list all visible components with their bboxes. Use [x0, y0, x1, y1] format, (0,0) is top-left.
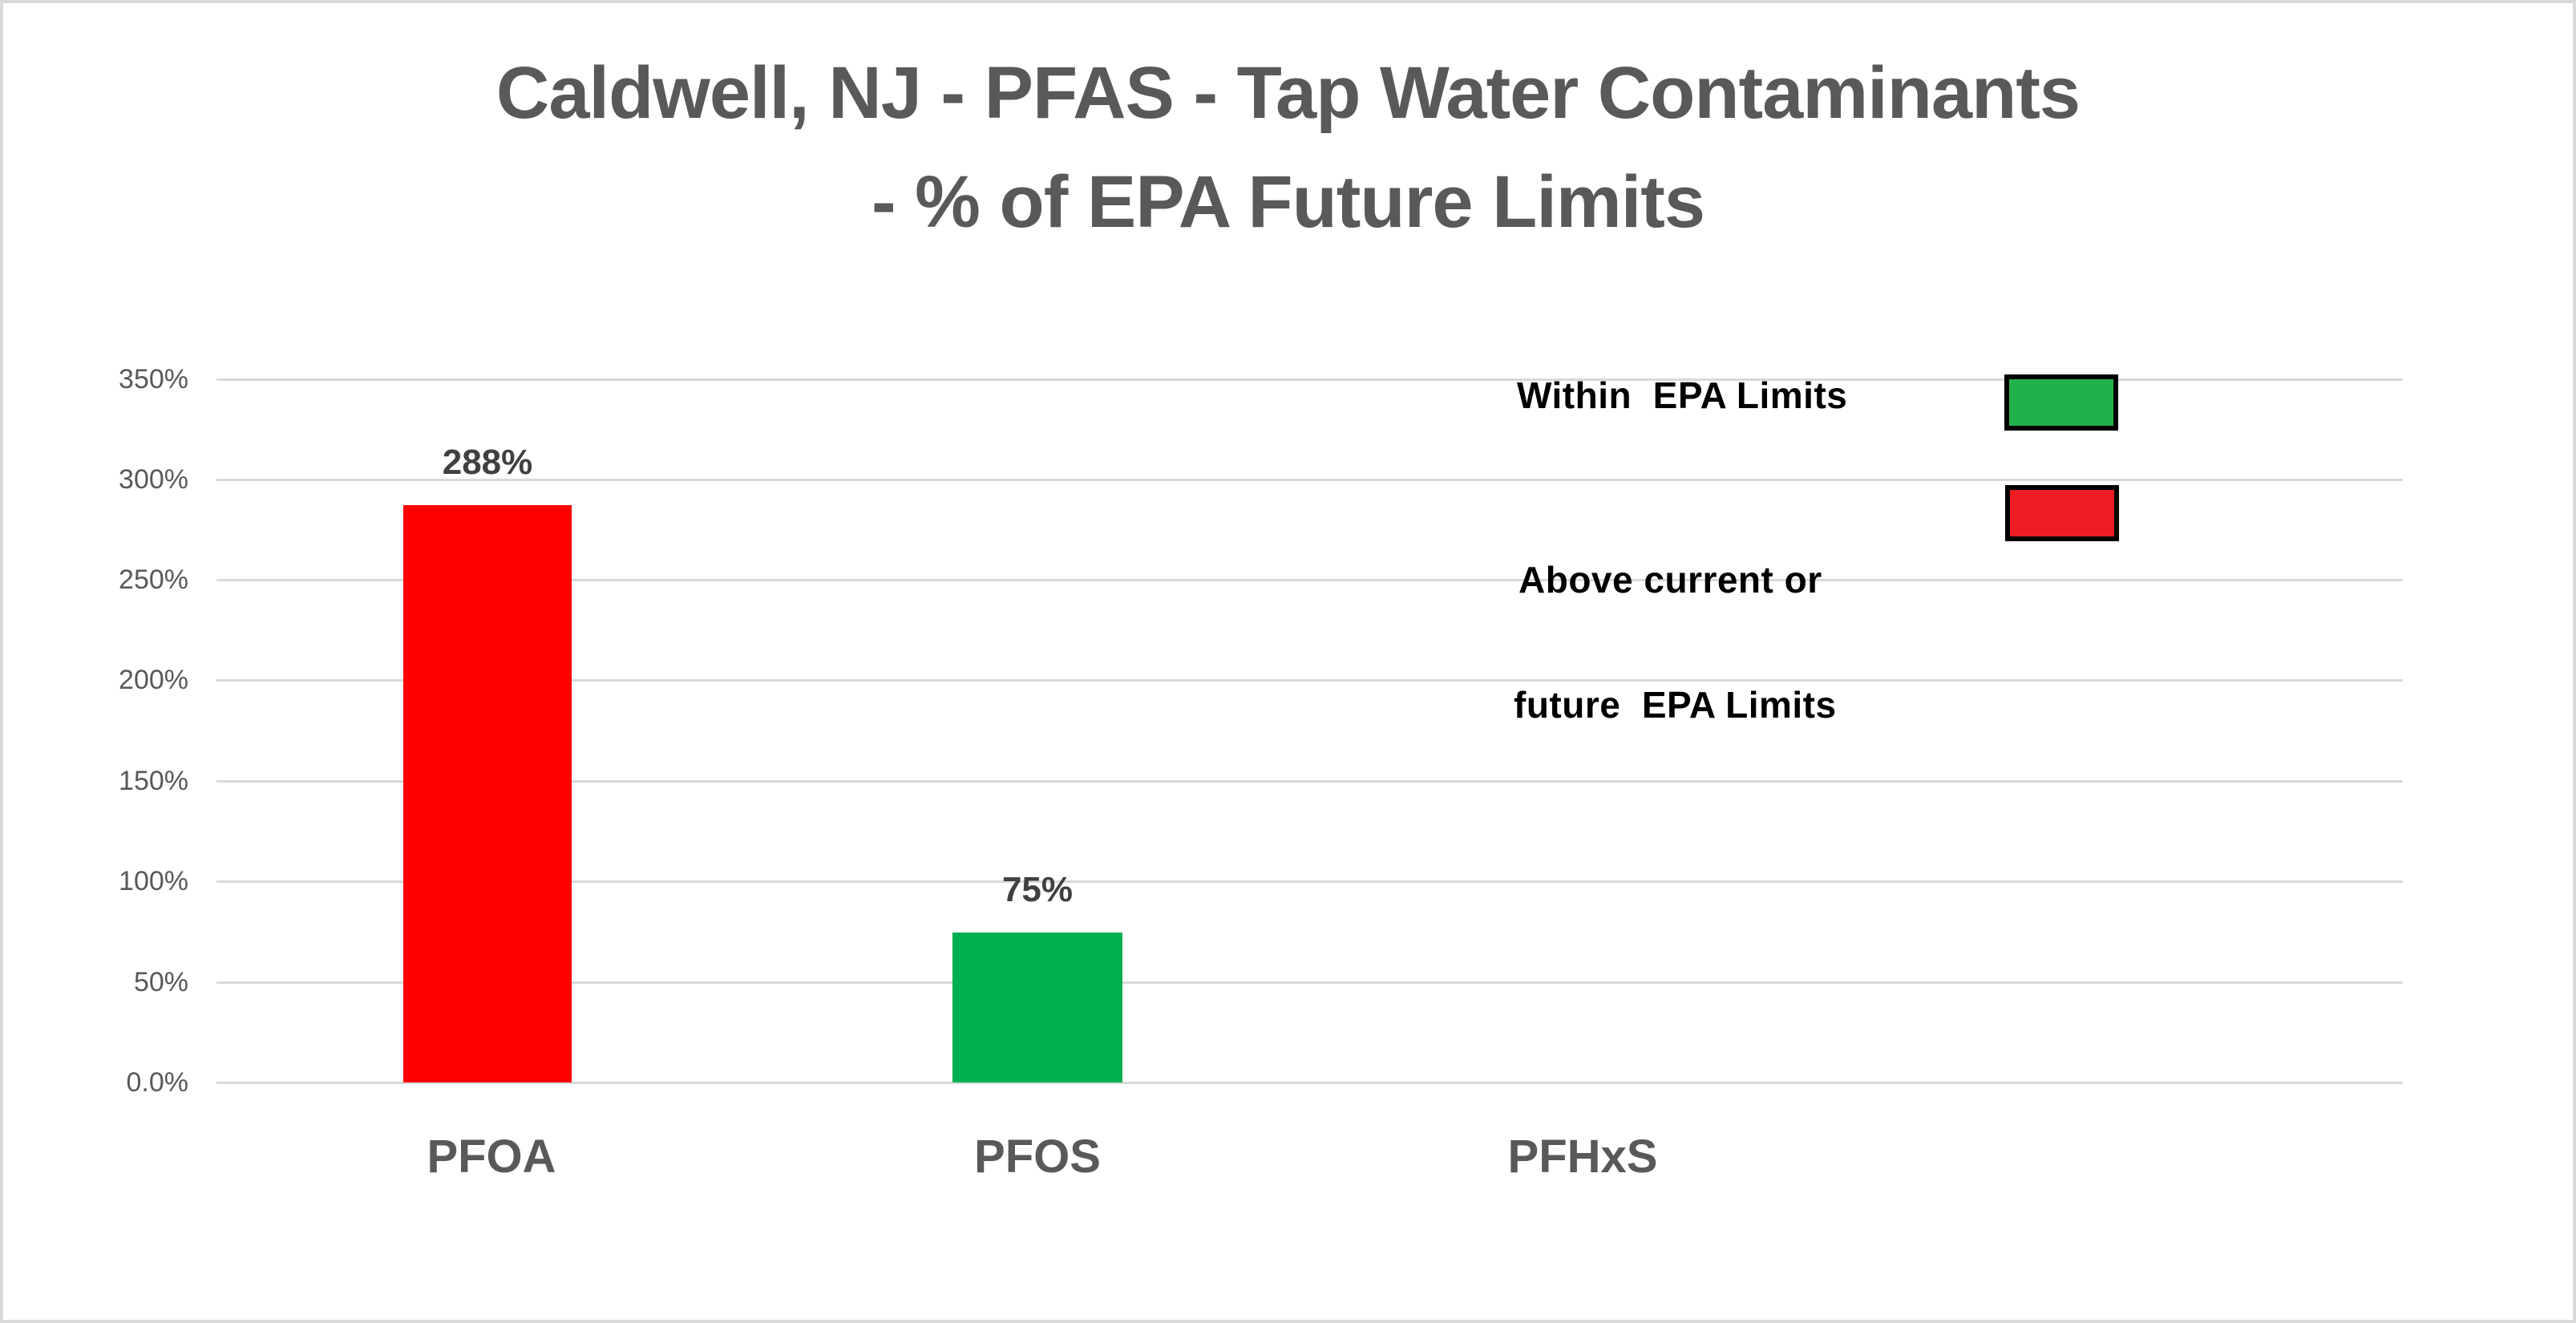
- bar-pfoa: [403, 505, 572, 1082]
- y-tick-label: 0.0%: [126, 1067, 189, 1098]
- x-axis-baseline: [216, 1082, 2403, 1084]
- legend-swatch-green: [2004, 374, 2118, 431]
- gridline-150: [216, 780, 2403, 783]
- gridline-50: [216, 981, 2403, 984]
- gridline-350: [216, 378, 2403, 381]
- bar-pfos: [952, 933, 1122, 1082]
- y-tick-label: 250%: [119, 564, 188, 595]
- chart-title-line-1: Caldwell, NJ - PFAS - Tap Water Contamin…: [495, 52, 2081, 134]
- gridline-200: [216, 679, 2403, 682]
- gridline-100: [216, 880, 2403, 883]
- legend-label-within-limits: Within EPA Limits: [1517, 374, 1848, 416]
- x-tick-label-pfhxs: PFHxS: [1507, 1131, 1658, 1183]
- legend-swatch-red: [2005, 485, 2119, 541]
- legend-label-above-line-1: Above current or: [1519, 559, 1822, 601]
- y-tick-label: 150%: [119, 766, 188, 796]
- legend-label-above-limits: Above current or future EPA Limits: [1514, 475, 1837, 809]
- y-tick-label: 300%: [119, 464, 188, 495]
- x-tick-label-pfos: PFOS: [974, 1131, 1101, 1183]
- gridline-250: [216, 579, 2403, 581]
- y-tick-label: 200%: [119, 665, 188, 695]
- chart-title-line-2: - % of EPA Future Limits: [871, 161, 1705, 243]
- x-tick-label-pfoa: PFOA: [427, 1131, 556, 1183]
- y-tick-label: 350%: [119, 364, 188, 394]
- bar-value-label-pfos: 75%: [1001, 870, 1074, 909]
- bar-value-label-pfoa: 288%: [442, 443, 533, 482]
- legend: Within EPA Limits Above current or futur…: [1507, 365, 2149, 726]
- y-tick-label: 100%: [119, 866, 188, 896]
- gridline-300: [216, 479, 2403, 481]
- legend-label-above-line-2: future EPA Limits: [1514, 684, 1837, 726]
- y-tick-label: 50%: [133, 967, 188, 997]
- chart-title: Caldwell, NJ - PFAS - Tap Water Contamin…: [0, 38, 2576, 257]
